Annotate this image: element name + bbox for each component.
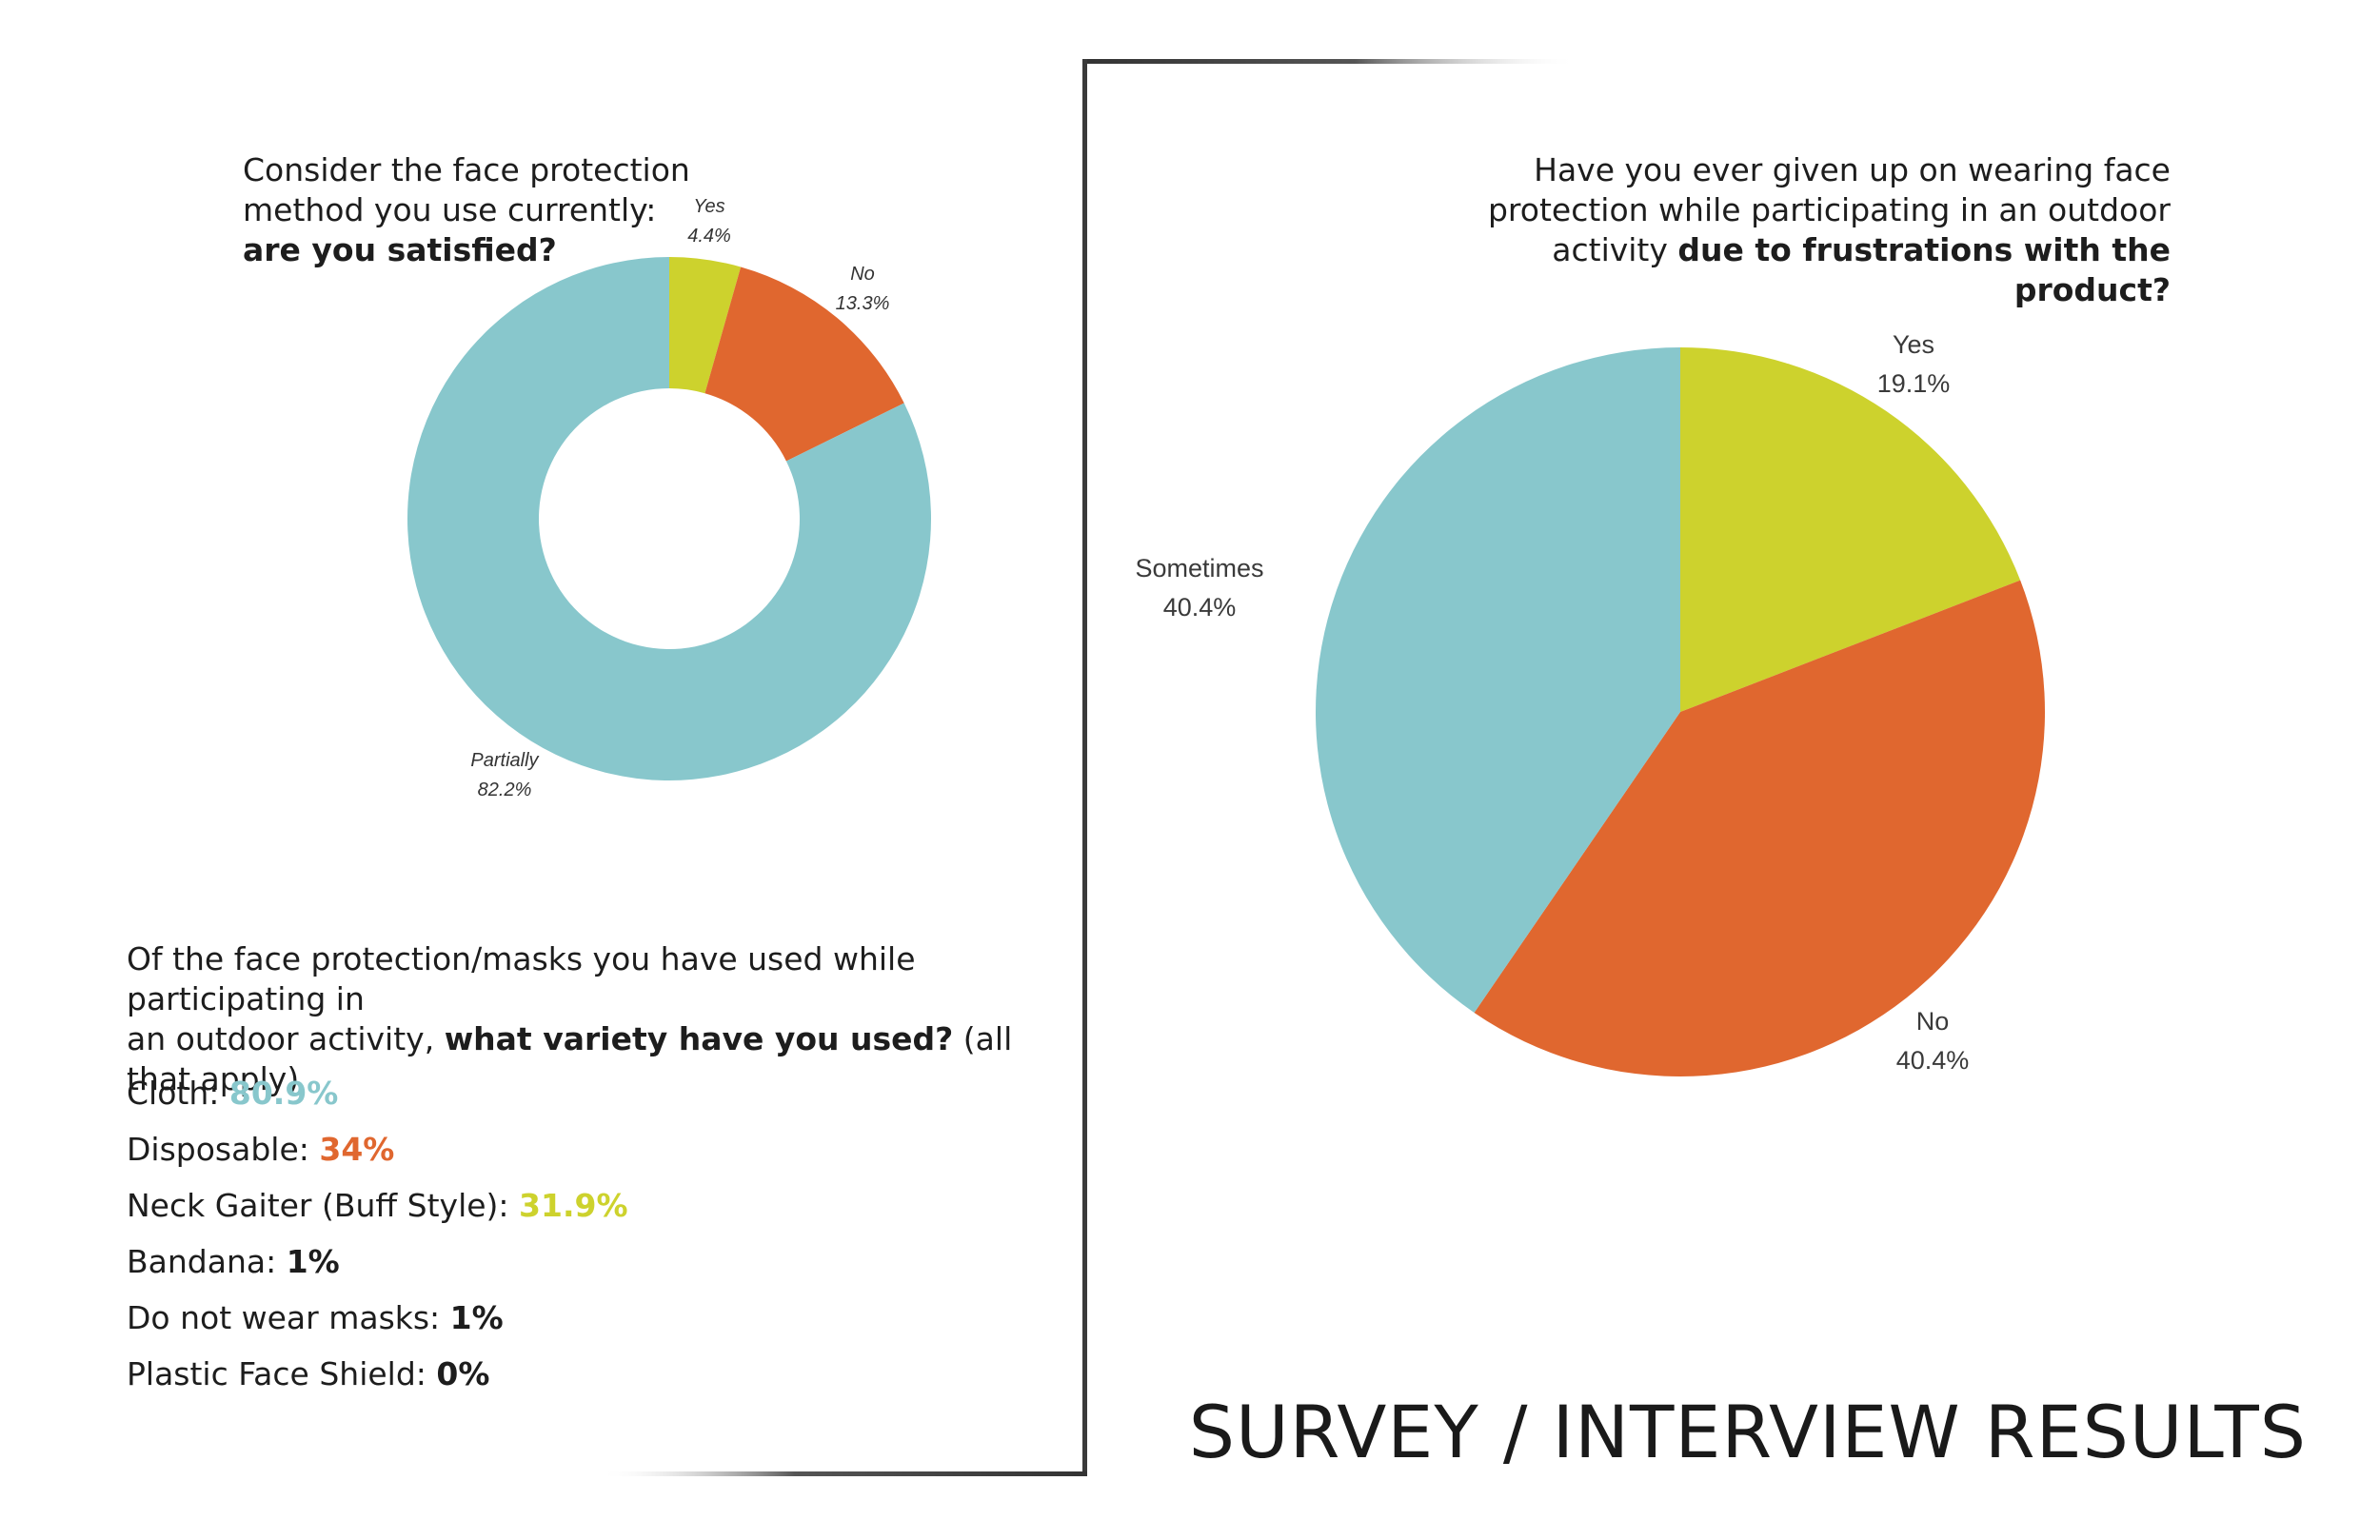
variety-item-no-masks: Do not wear masks: 1% (127, 1299, 504, 1337)
donut-slice-yes (669, 257, 742, 394)
variety-question-line1: Of the face protection/masks you have us… (127, 940, 916, 1017)
donut-label-partially-value: 82.2% (477, 780, 532, 800)
variety-item-value: 1% (449, 1299, 504, 1336)
variety-item-label: Do not wear masks: (127, 1299, 450, 1336)
variety-item-value: 80.9% (228, 1075, 339, 1112)
pie-question-line3: activity due to frustrations with the pr… (1552, 231, 2171, 308)
variety-item-label: Plastic Face Shield: (127, 1355, 437, 1392)
pie-question: Have you ever given up on wearing face p… (1390, 150, 2171, 310)
variety-item-neck-gaiter: Neck Gaiter (Buff Style): 31.9% (127, 1187, 628, 1225)
donut-label-yes: Yes 4.4% (666, 192, 752, 251)
pie-question-line2: protection while participating in an out… (1487, 191, 2171, 228)
donut-label-yes-value: 4.4% (687, 226, 731, 247)
donut-label-no-value: 13.3% (835, 293, 890, 314)
pie-label-sometimes: Sometimes 40.4% (1114, 549, 1285, 627)
donut-question-line2: method you use currently: (243, 191, 657, 228)
pie-slice-no (1474, 580, 2045, 1076)
pie-label-yes: Yes 19.1% (1847, 326, 1980, 404)
variety-item-label: Disposable: (127, 1131, 320, 1168)
page-title: SURVEY / INTERVIEW RESULTS (1188, 1390, 2307, 1474)
pie-slice-yes (1680, 347, 2021, 712)
pie-label-yes-value: 19.1% (1876, 369, 1951, 398)
variety-item-cloth: Cloth: 80.9% (127, 1075, 338, 1113)
variety-item-value: 31.9% (519, 1187, 628, 1224)
pie-label-no-name: No (1915, 1007, 1950, 1036)
donut-label-yes-name: Yes (693, 196, 725, 217)
pie-label-sometimes-value: 40.4% (1162, 593, 1237, 622)
donut-question: Consider the face protection method you … (243, 150, 719, 270)
donut-label-no: No 13.3% (815, 260, 910, 319)
frame-bottom-line (600, 1471, 1087, 1476)
pie-label-no-value: 40.4% (1895, 1046, 1970, 1075)
variety-question-line2: an outdoor activity, what variety have y… (127, 1020, 1013, 1097)
donut-slice-partially (407, 257, 931, 780)
donut-label-partially-name: Partially (470, 750, 539, 771)
variety-item-value: 0% (436, 1355, 490, 1392)
donut-question-line3: are you satisfied? (243, 231, 557, 268)
variety-item-label: Bandana: (127, 1243, 287, 1280)
donut-slice-no (704, 267, 904, 462)
variety-item-label: Neck Gaiter (Buff Style): (127, 1187, 520, 1224)
variety-item-label: Cloth: (127, 1075, 229, 1112)
variety-item-value: 1% (286, 1243, 340, 1280)
variety-item-value: 34% (319, 1131, 395, 1168)
donut-question-line1: Consider the face protection (243, 151, 690, 188)
donut-label-partially: Partially 82.2% (447, 746, 562, 805)
variety-question: Of the face protection/masks you have us… (127, 939, 1079, 1099)
pie-label-yes-name: Yes (1892, 330, 1935, 359)
frame-top-line (1082, 59, 1577, 64)
variety-item-disposable: Disposable: 34% (127, 1131, 394, 1169)
variety-item-face-shield: Plastic Face Shield: 0% (127, 1355, 489, 1393)
pie-label-no: No 40.4% (1866, 1002, 1999, 1080)
pie-question-line1: Have you ever given up on wearing face (1534, 151, 2171, 188)
donut-label-no-name: No (850, 264, 875, 285)
pie-label-sometimes-name: Sometimes (1135, 554, 1264, 582)
frame-vertical-line (1082, 59, 1087, 1476)
variety-item-bandana: Bandana: 1% (127, 1243, 340, 1281)
pie-slice-sometimes (1315, 347, 1680, 1013)
